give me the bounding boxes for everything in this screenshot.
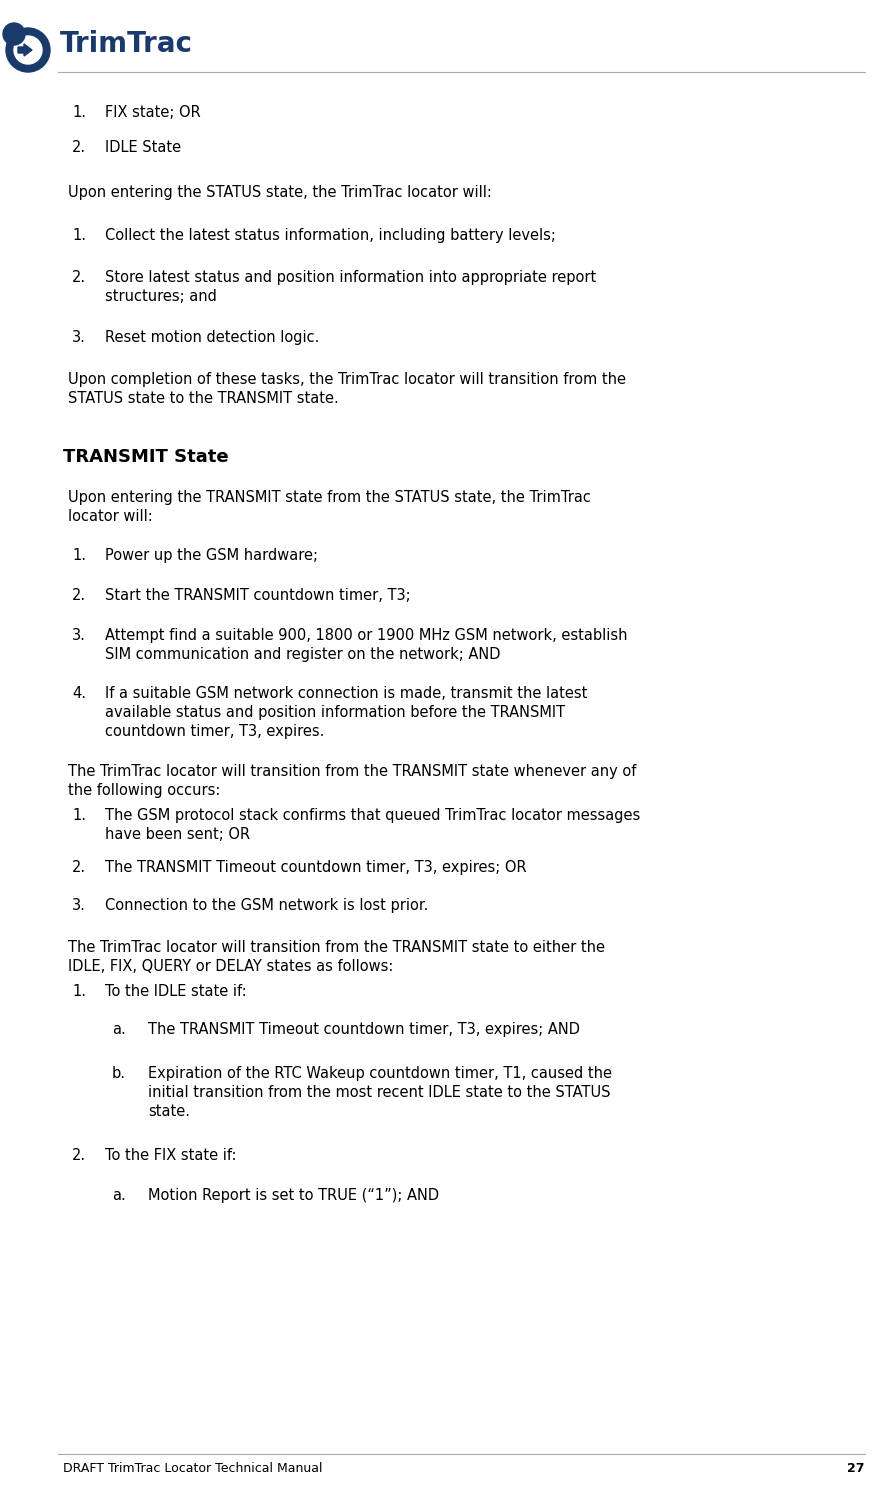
Text: state.: state. xyxy=(148,1104,190,1119)
Text: Reset motion detection logic.: Reset motion detection logic. xyxy=(105,330,319,345)
Text: Power up the GSM hardware;: Power up the GSM hardware; xyxy=(105,548,318,562)
Text: 4.: 4. xyxy=(72,686,86,701)
Text: 2.: 2. xyxy=(72,1149,86,1164)
Text: The GSM protocol stack confirms that queued TrimTrac locator messages: The GSM protocol stack confirms that que… xyxy=(105,808,640,823)
Text: IDLE, FIX, QUERY or DELAY states as follows:: IDLE, FIX, QUERY or DELAY states as foll… xyxy=(68,958,393,975)
Text: 2.: 2. xyxy=(72,140,86,155)
Text: the following occurs:: the following occurs: xyxy=(68,783,220,798)
Text: The TRANSMIT Timeout countdown timer, T3, expires; OR: The TRANSMIT Timeout countdown timer, T3… xyxy=(105,860,527,875)
Text: Upon entering the STATUS state, the TrimTrac locator will:: Upon entering the STATUS state, the Trim… xyxy=(68,185,492,199)
Text: If a suitable GSM network connection is made, transmit the latest: If a suitable GSM network connection is … xyxy=(105,686,588,701)
Text: available status and position information before the TRANSMIT: available status and position informatio… xyxy=(105,705,566,720)
Text: a.: a. xyxy=(112,1187,126,1202)
Text: STATUS state to the TRANSMIT state.: STATUS state to the TRANSMIT state. xyxy=(68,391,339,406)
Text: locator will:: locator will: xyxy=(68,509,153,524)
Circle shape xyxy=(6,28,50,71)
Text: 1.: 1. xyxy=(72,984,86,998)
Text: Expiration of the RTC Wakeup countdown timer, T1, caused the: Expiration of the RTC Wakeup countdown t… xyxy=(148,1065,612,1080)
Text: 2.: 2. xyxy=(72,860,86,875)
Text: DRAFT TrimTrac Locator Technical Manual: DRAFT TrimTrac Locator Technical Manual xyxy=(63,1463,322,1475)
Text: To the FIX state if:: To the FIX state if: xyxy=(105,1149,236,1164)
Text: 2.: 2. xyxy=(72,588,86,603)
Text: 3.: 3. xyxy=(72,330,86,345)
Text: FIX state; OR: FIX state; OR xyxy=(105,106,201,121)
Text: 3.: 3. xyxy=(72,897,86,914)
Text: 2.: 2. xyxy=(72,269,86,286)
Text: TrimTrac: TrimTrac xyxy=(60,30,193,58)
Text: a.: a. xyxy=(112,1022,126,1037)
Text: 1.: 1. xyxy=(72,808,86,823)
Text: Upon completion of these tasks, the TrimTrac locator will transition from the: Upon completion of these tasks, the Trim… xyxy=(68,372,626,387)
Text: Start the TRANSMIT countdown timer, T3;: Start the TRANSMIT countdown timer, T3; xyxy=(105,588,411,603)
Text: Upon entering the TRANSMIT state from the STATUS state, the TrimTrac: Upon entering the TRANSMIT state from th… xyxy=(68,490,591,504)
Text: TRANSMIT State: TRANSMIT State xyxy=(63,448,228,466)
Text: Collect the latest status information, including battery levels;: Collect the latest status information, i… xyxy=(105,228,556,243)
Text: countdown timer, T3, expires.: countdown timer, T3, expires. xyxy=(105,725,325,740)
Text: 1.: 1. xyxy=(72,228,86,243)
Text: 3.: 3. xyxy=(72,628,86,643)
Text: The TrimTrac locator will transition from the TRANSMIT state to either the: The TrimTrac locator will transition fro… xyxy=(68,940,605,955)
Text: The TRANSMIT Timeout countdown timer, T3, expires; AND: The TRANSMIT Timeout countdown timer, T3… xyxy=(148,1022,580,1037)
Text: structures; and: structures; and xyxy=(105,289,217,304)
Text: 1.: 1. xyxy=(72,548,86,562)
Circle shape xyxy=(3,22,25,45)
Text: 1.: 1. xyxy=(72,106,86,121)
Text: To the IDLE state if:: To the IDLE state if: xyxy=(105,984,247,998)
Text: The TrimTrac locator will transition from the TRANSMIT state whenever any of: The TrimTrac locator will transition fro… xyxy=(68,763,636,780)
Text: b.: b. xyxy=(112,1065,126,1080)
Text: Attempt find a suitable 900, 1800 or 1900 MHz GSM network, establish: Attempt find a suitable 900, 1800 or 190… xyxy=(105,628,627,643)
Circle shape xyxy=(14,36,42,64)
Text: SIM communication and register on the network; AND: SIM communication and register on the ne… xyxy=(105,647,501,662)
FancyArrow shape xyxy=(18,45,32,57)
Text: Motion Report is set to TRUE (“1”); AND: Motion Report is set to TRUE (“1”); AND xyxy=(148,1187,439,1202)
Text: IDLE State: IDLE State xyxy=(105,140,181,155)
Text: Store latest status and position information into appropriate report: Store latest status and position informa… xyxy=(105,269,596,286)
Text: initial transition from the most recent IDLE state to the STATUS: initial transition from the most recent … xyxy=(148,1085,611,1100)
Text: 27: 27 xyxy=(848,1463,865,1475)
Text: have been sent; OR: have been sent; OR xyxy=(105,827,250,842)
Text: Connection to the GSM network is lost prior.: Connection to the GSM network is lost pr… xyxy=(105,897,428,914)
